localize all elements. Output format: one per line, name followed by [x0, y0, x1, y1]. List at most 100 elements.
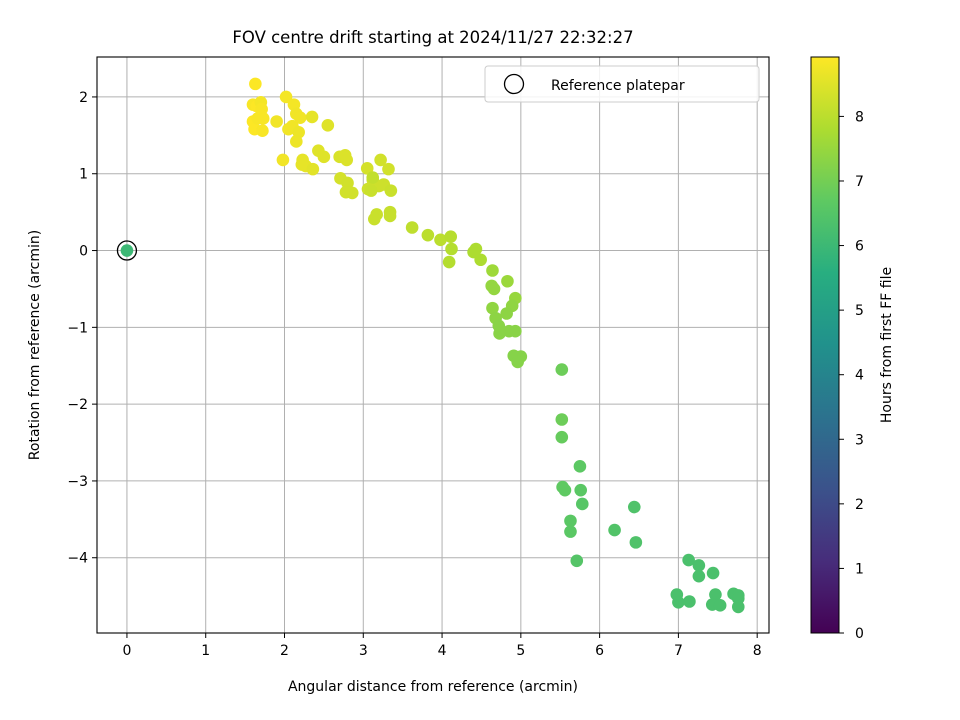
y-tick-label: 1	[79, 167, 88, 183]
y-axis-label: Rotation from reference (arcmin)	[27, 230, 43, 460]
colorbar-tick-label: 8	[855, 109, 864, 125]
x-tick-label: 4	[438, 643, 447, 659]
data-point	[339, 185, 353, 199]
y-tick-label: −1	[67, 320, 88, 336]
data-point	[627, 500, 641, 514]
y-axis-ticks: −4 −3 −2 −1 0 1 2	[67, 90, 97, 567]
y-tick-label: 2	[79, 90, 88, 106]
data-point	[608, 523, 621, 537]
data-point	[256, 124, 269, 138]
data-point	[573, 460, 587, 473]
x-axis-label: Angular distance from reference (arcmin)	[288, 679, 578, 695]
data-point	[405, 221, 419, 234]
data-point	[279, 90, 293, 104]
y-tick-label: −3	[67, 474, 88, 490]
data-point	[374, 153, 387, 167]
colorbar-tick-label: 4	[855, 368, 864, 384]
legend-marker	[503, 73, 525, 95]
data-point	[575, 497, 589, 511]
grid	[97, 57, 769, 633]
data-point	[511, 355, 524, 369]
data-point	[555, 363, 569, 376]
data-point	[368, 212, 381, 226]
colorbar-tick-label: 7	[855, 174, 864, 190]
data-point	[709, 588, 722, 601]
colorbar-tick-label: 5	[855, 303, 864, 319]
x-tick-label: 1	[201, 643, 210, 659]
legend: Reference platepar	[484, 65, 760, 103]
data-point	[555, 430, 569, 444]
x-axis-ticks: 0 1 2 3 4 5 6 7 8	[122, 633, 762, 659]
data-point	[442, 255, 456, 269]
data-point	[293, 111, 307, 124]
x-tick-label: 3	[359, 643, 368, 659]
data-point	[501, 274, 514, 288]
data-point	[360, 162, 374, 175]
colorbar-tick-label: 2	[855, 497, 864, 513]
data-point	[384, 184, 398, 197]
data-point	[467, 245, 480, 259]
plot-frame	[96, 56, 770, 634]
data-point	[564, 525, 577, 538]
data-point	[487, 282, 501, 296]
data-point	[340, 153, 354, 167]
y-tick-label: 0	[79, 244, 88, 260]
data-point	[382, 162, 395, 176]
data-point	[558, 483, 572, 497]
colorbar-tick-label: 1	[855, 561, 864, 577]
x-tick-label: 5	[516, 643, 525, 659]
data-point	[706, 566, 720, 580]
data-point	[486, 264, 499, 277]
legend-label: Reference platepar	[551, 78, 685, 94]
data-point	[306, 162, 320, 176]
data-point	[486, 301, 499, 315]
data-point	[282, 122, 295, 136]
y-tick-label: −4	[67, 551, 88, 567]
data-point	[276, 153, 290, 167]
colorbar-gradient	[810, 56, 840, 634]
data-point	[445, 242, 458, 256]
colorbar-tick-label: 6	[855, 239, 864, 255]
data-point	[493, 327, 506, 340]
data-point	[692, 559, 706, 572]
y-tick-label: −2	[67, 397, 88, 413]
data-point	[364, 184, 378, 197]
data-point	[317, 150, 331, 164]
data-point	[683, 595, 696, 608]
data-point	[692, 569, 706, 583]
data-point	[713, 599, 727, 612]
data-point	[574, 483, 588, 497]
data-point	[305, 110, 319, 124]
data-point	[366, 171, 380, 184]
plot-area: 0 1 2 3 4 5 6 7 8 −4 −3 −2 −1 0 1 2	[67, 56, 770, 659]
data-point	[629, 536, 643, 549]
data-point	[255, 102, 268, 116]
reference-point-fill	[120, 244, 134, 257]
scatter-points	[116, 77, 745, 614]
data-point	[444, 230, 458, 244]
x-tick-label: 8	[753, 643, 762, 659]
data-point	[731, 600, 745, 614]
data-point	[682, 553, 695, 567]
data-point	[270, 115, 283, 128]
data-point	[500, 307, 513, 320]
data-point	[295, 158, 309, 171]
x-tick-label: 0	[122, 643, 131, 659]
colorbar-ticks: 0 1 2 3 4 5 6 7 8	[839, 109, 864, 642]
data-point	[509, 324, 522, 338]
data-point	[564, 514, 577, 528]
colorbar: 0 1 2 3 4 5 6 7 8 Hours from first FF file	[810, 56, 895, 642]
data-point	[383, 209, 397, 223]
chart-title: FOV centre drift starting at 2024/11/27 …	[232, 28, 633, 47]
data-point	[290, 135, 303, 148]
x-tick-label: 6	[595, 643, 604, 659]
data-point	[249, 77, 262, 91]
reference-platepar-marker	[116, 240, 138, 261]
data-point	[421, 228, 435, 242]
legend-box	[484, 65, 760, 103]
x-tick-label: 7	[674, 643, 683, 659]
data-point	[434, 233, 447, 247]
x-tick-label: 2	[280, 643, 289, 659]
colorbar-tick-label: 3	[855, 432, 864, 448]
